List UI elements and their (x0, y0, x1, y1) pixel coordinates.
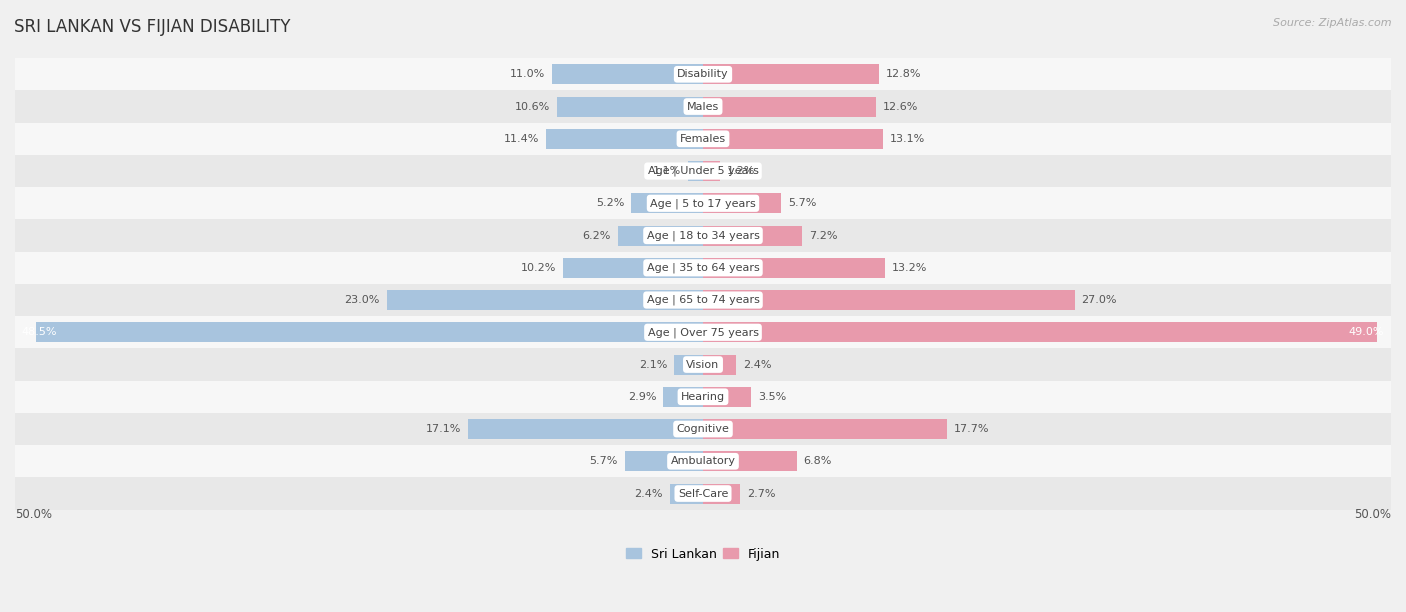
Bar (15, 252, 1391, 284)
Text: 50.0%: 50.0% (15, 508, 52, 521)
Text: Age | Under 5 years: Age | Under 5 years (648, 166, 758, 176)
Bar (703, 226, 801, 245)
Bar (703, 258, 884, 278)
Text: 11.0%: 11.0% (509, 69, 544, 80)
Bar (703, 129, 883, 149)
Text: 2.1%: 2.1% (638, 359, 668, 370)
Bar (631, 193, 703, 214)
Bar (15, 381, 1391, 413)
Text: 6.2%: 6.2% (582, 231, 610, 241)
Bar (703, 193, 782, 214)
Text: Source: ZipAtlas.com: Source: ZipAtlas.com (1274, 18, 1392, 28)
Bar (703, 290, 1074, 310)
Text: 10.2%: 10.2% (520, 263, 555, 273)
Text: Age | 18 to 34 years: Age | 18 to 34 years (647, 230, 759, 241)
Bar (468, 419, 703, 439)
Text: 5.7%: 5.7% (789, 198, 817, 208)
Text: 13.1%: 13.1% (890, 134, 925, 144)
Text: 1.1%: 1.1% (652, 166, 681, 176)
Text: Age | 65 to 74 years: Age | 65 to 74 years (647, 295, 759, 305)
Bar (557, 97, 703, 116)
Legend: Sri Lankan, Fijian: Sri Lankan, Fijian (621, 543, 785, 565)
Text: 1.2%: 1.2% (727, 166, 755, 176)
Text: Disability: Disability (678, 69, 728, 80)
Bar (664, 387, 703, 407)
Text: 49.0%: 49.0% (1348, 327, 1384, 337)
Text: 50.0%: 50.0% (1354, 508, 1391, 521)
Bar (624, 451, 703, 471)
Text: 7.2%: 7.2% (808, 231, 838, 241)
Text: Hearing: Hearing (681, 392, 725, 402)
Text: Age | 5 to 17 years: Age | 5 to 17 years (650, 198, 756, 209)
Bar (15, 58, 1391, 91)
Bar (703, 483, 740, 504)
Text: Self-Care: Self-Care (678, 488, 728, 499)
Text: 12.6%: 12.6% (883, 102, 918, 111)
Text: 48.5%: 48.5% (22, 327, 58, 337)
Text: Females: Females (681, 134, 725, 144)
Bar (703, 64, 879, 84)
Text: 10.6%: 10.6% (515, 102, 550, 111)
Bar (15, 220, 1391, 252)
Bar (673, 354, 703, 375)
Text: 2.9%: 2.9% (627, 392, 657, 402)
Text: 23.0%: 23.0% (344, 295, 380, 305)
Text: 2.7%: 2.7% (747, 488, 776, 499)
Bar (15, 316, 1391, 348)
Text: 2.4%: 2.4% (634, 488, 664, 499)
Bar (15, 413, 1391, 445)
Text: 5.7%: 5.7% (589, 457, 617, 466)
Text: Males: Males (688, 102, 718, 111)
Bar (551, 64, 703, 84)
Bar (703, 323, 1378, 342)
Bar (562, 258, 703, 278)
Bar (35, 323, 703, 342)
Bar (15, 445, 1391, 477)
Bar (703, 419, 946, 439)
Text: 17.7%: 17.7% (953, 424, 988, 434)
Bar (617, 226, 703, 245)
Bar (15, 477, 1391, 510)
Text: 12.8%: 12.8% (886, 69, 921, 80)
Text: 17.1%: 17.1% (426, 424, 461, 434)
Bar (703, 354, 735, 375)
Bar (671, 483, 703, 504)
Bar (703, 97, 876, 116)
Bar (15, 91, 1391, 122)
Text: Ambulatory: Ambulatory (671, 457, 735, 466)
Text: 27.0%: 27.0% (1081, 295, 1116, 305)
Bar (15, 187, 1391, 220)
Text: 6.8%: 6.8% (803, 457, 832, 466)
Bar (387, 290, 703, 310)
Bar (15, 284, 1391, 316)
Bar (15, 155, 1391, 187)
Text: Age | 35 to 64 years: Age | 35 to 64 years (647, 263, 759, 273)
Bar (703, 387, 751, 407)
Text: Cognitive: Cognitive (676, 424, 730, 434)
Bar (546, 129, 703, 149)
Text: Age | Over 75 years: Age | Over 75 years (648, 327, 758, 338)
Text: 13.2%: 13.2% (891, 263, 927, 273)
Text: SRI LANKAN VS FIJIAN DISABILITY: SRI LANKAN VS FIJIAN DISABILITY (14, 18, 291, 36)
Text: 5.2%: 5.2% (596, 198, 624, 208)
Bar (703, 161, 720, 181)
Bar (703, 451, 797, 471)
Bar (15, 122, 1391, 155)
Bar (15, 348, 1391, 381)
Text: 11.4%: 11.4% (503, 134, 540, 144)
Text: 3.5%: 3.5% (758, 392, 786, 402)
Text: Vision: Vision (686, 359, 720, 370)
Bar (688, 161, 703, 181)
Text: 2.4%: 2.4% (742, 359, 772, 370)
